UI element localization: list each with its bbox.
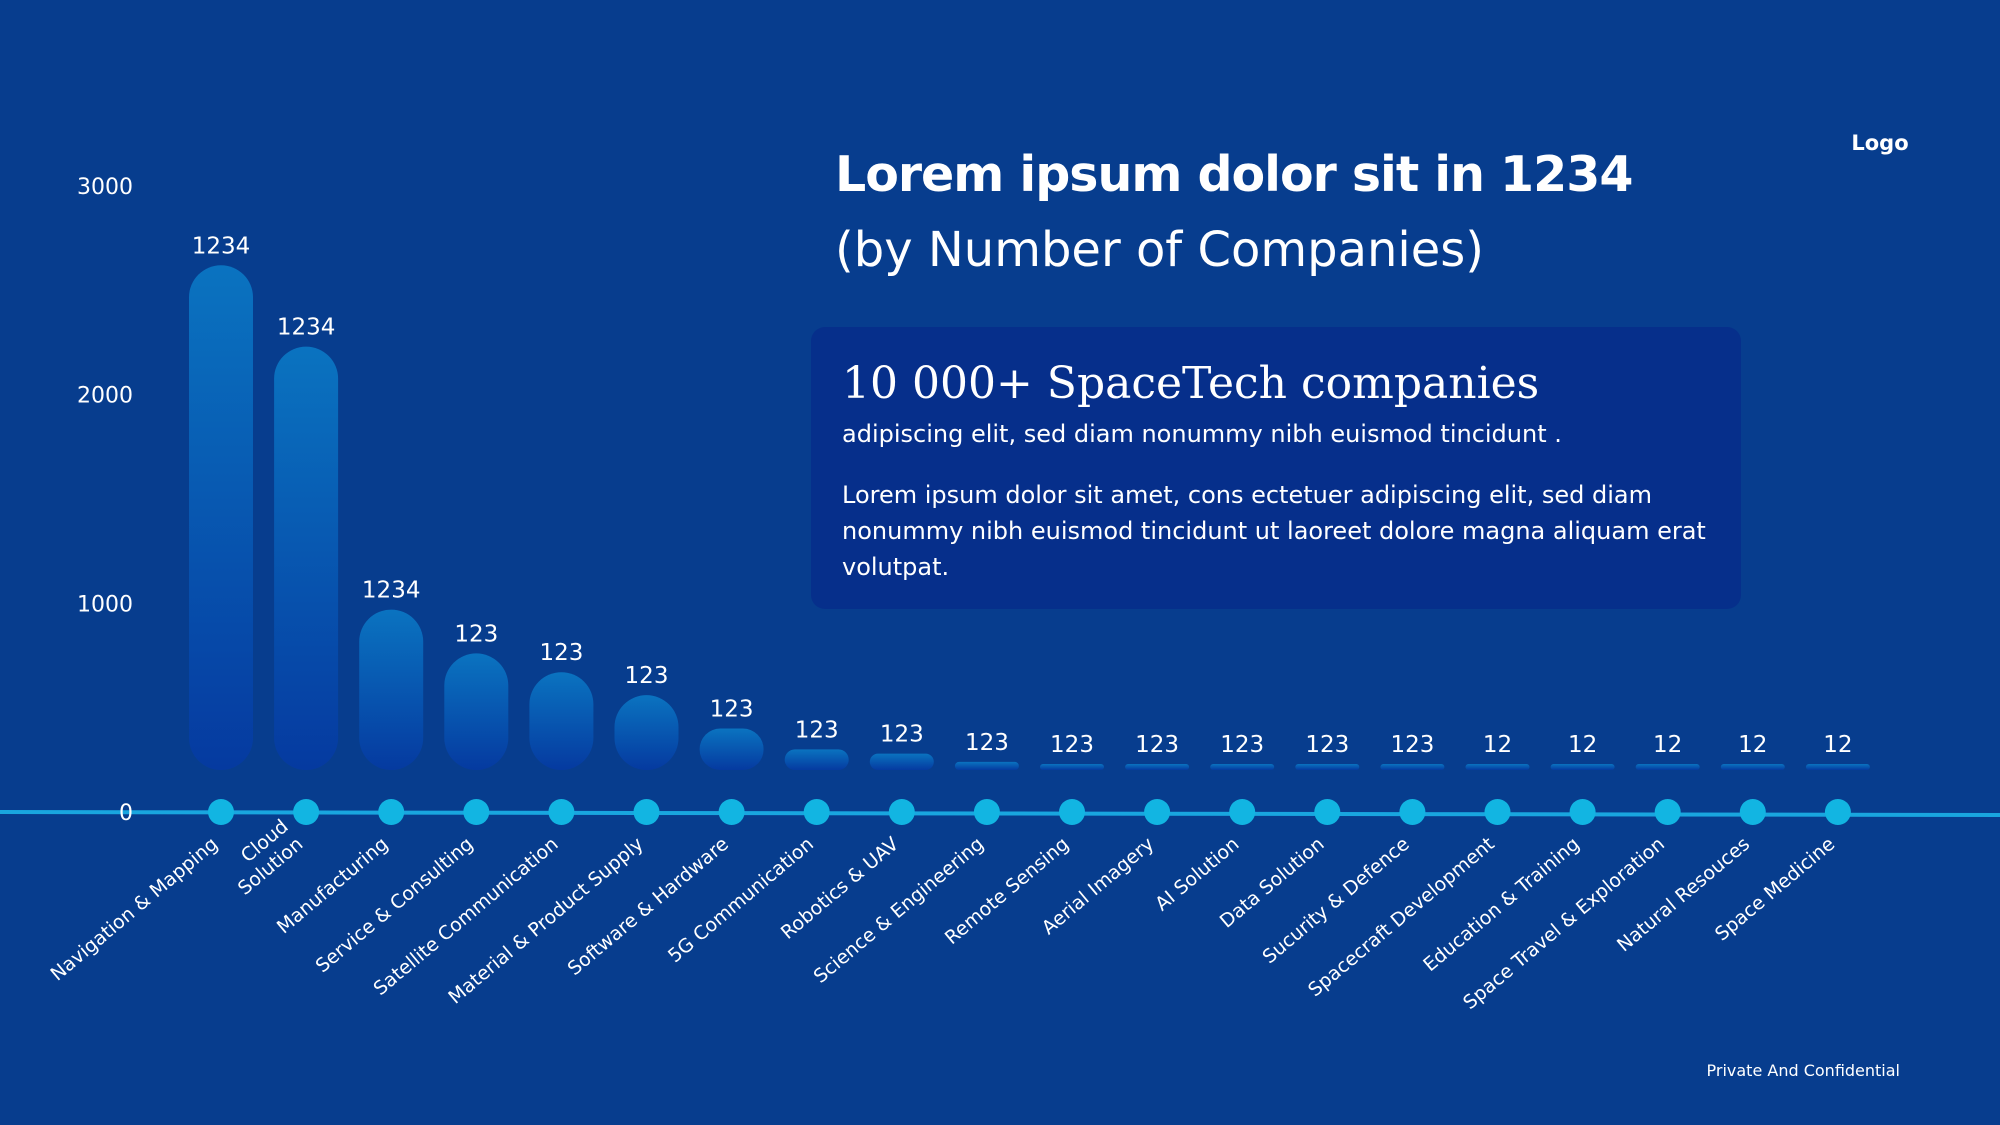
bar [1805, 764, 1870, 770]
info-box: 10 000+ SpaceTech companies adipiscing e… [811, 327, 1741, 609]
axis-marker [1144, 799, 1171, 825]
bar [784, 749, 849, 770]
data-label: 123 [1220, 732, 1264, 758]
data-label: 1234 [192, 233, 251, 259]
axis-marker [1229, 799, 1256, 825]
axis-marker [463, 799, 490, 825]
page-subtitle: (by Number of Companies) [835, 222, 1485, 278]
y-tick-label: 0 [119, 801, 133, 826]
bar [1125, 764, 1190, 770]
x-tick-label: Navigation & Mapping [46, 833, 222, 985]
axis-marker [1824, 799, 1851, 825]
axis-marker [1739, 799, 1766, 825]
y-axis: 0 1000 2000 3000 [77, 175, 133, 826]
axis-marker [1654, 799, 1681, 825]
x-tick-label: CloudSolution [219, 815, 307, 899]
axis-marker [293, 799, 320, 825]
bar [1040, 764, 1104, 770]
x-tick-label: Sucurity & Defence [1258, 833, 1413, 968]
footer-confidential: Private And Confidential [1706, 1061, 1900, 1080]
axis-marker [1569, 799, 1596, 825]
bar [1380, 764, 1445, 770]
data-label: 123 [1390, 732, 1434, 758]
bar [529, 672, 594, 770]
logo: Logo [1851, 131, 1909, 155]
data-label: 12 [1483, 732, 1512, 758]
bar [954, 761, 1019, 770]
info-body: Lorem ipsum dolor sit amet, cons ectetue… [842, 481, 1706, 581]
bar [1210, 764, 1275, 770]
x-tick-label: Education & Training [1419, 833, 1584, 976]
info-lead: adipiscing elit, sed diam nonummy nibh e… [842, 420, 1562, 448]
data-label: 123 [454, 621, 498, 647]
bar [189, 265, 253, 770]
data-label: 12 [1823, 732, 1852, 758]
bar [869, 753, 934, 770]
info-heading: 10 000+ SpaceTech companies [842, 358, 1540, 409]
y-tick-label: 1000 [77, 592, 133, 617]
bar [614, 695, 679, 770]
axis-marker [718, 799, 745, 825]
data-label: 123 [880, 722, 924, 748]
axis-marker [888, 799, 915, 825]
axis-marker [803, 799, 830, 825]
data-label: 123 [710, 697, 754, 723]
x-tick-label: Science & Engineering [810, 833, 989, 988]
y-tick-label: 2000 [77, 384, 133, 409]
x-tick-label: Service & Consulting [312, 833, 478, 977]
axis-marker [1059, 799, 1085, 825]
bar [274, 346, 339, 770]
page-title: Lorem ipsum dolor sit in 1234 [835, 146, 1633, 203]
bar [1295, 764, 1360, 770]
bar [444, 653, 509, 770]
data-label: 123 [1050, 732, 1094, 758]
axis-marker [1484, 799, 1511, 825]
data-label: 1234 [277, 315, 336, 341]
data-label: 123 [1135, 732, 1179, 758]
data-label: 1234 [362, 578, 421, 604]
data-label: 123 [625, 663, 669, 689]
bar [1635, 764, 1700, 770]
data-label: 123 [539, 640, 583, 666]
data-label: 123 [795, 717, 839, 743]
bar [1720, 764, 1785, 770]
data-label: 12 [1568, 732, 1597, 758]
data-label: 123 [965, 730, 1009, 756]
data-label: 12 [1653, 732, 1682, 758]
bar [1550, 764, 1615, 770]
axis-marker [1399, 799, 1426, 825]
axis-marker [973, 799, 1000, 825]
bar [699, 728, 764, 770]
axis-marker [378, 799, 405, 825]
data-label: 12 [1738, 732, 1767, 758]
axis-marker [208, 799, 234, 825]
bar [359, 609, 424, 770]
bar [1465, 764, 1530, 770]
axis-marker [548, 799, 575, 825]
x-tick-label: Software & Hardware [564, 833, 733, 980]
y-tick-label: 3000 [77, 175, 133, 200]
axis-marker [633, 799, 660, 825]
axis-marker [1314, 799, 1341, 825]
data-label: 123 [1305, 732, 1349, 758]
x-tick-label: 5G Communication [664, 833, 818, 967]
